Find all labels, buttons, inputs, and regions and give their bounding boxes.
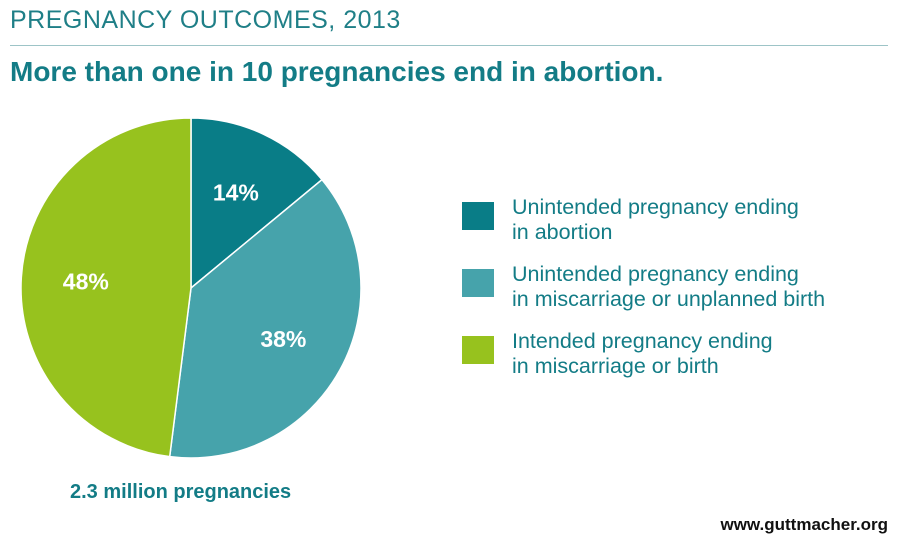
legend-item-abortion: Unintended pregnancy ending in abortion — [462, 195, 892, 262]
legend-item-intended: Intended pregnancy ending in miscarriage … — [462, 329, 892, 396]
legend-swatch — [462, 336, 494, 364]
header-divider — [10, 45, 888, 46]
pie-slice-abortion — [190, 117, 324, 290]
legend-swatch — [462, 202, 494, 230]
chart-kicker: PREGNANCY OUTCOMES, 2013 — [10, 6, 401, 34]
pie-data-label: 14% — [213, 180, 259, 206]
pie-data-label: 48% — [63, 268, 109, 294]
chart-headline: More than one in 10 pregnancies end in a… — [10, 56, 664, 87]
legend-item-unintended-birth: Unintended pregnancy ending in miscarriag… — [462, 262, 892, 329]
chart-legend: Unintended pregnancy ending in abortion U… — [462, 195, 892, 396]
legend-swatch — [462, 269, 494, 297]
pie-data-label: 38% — [260, 326, 306, 352]
pie-slice-intended — [20, 117, 192, 458]
legend-label: Unintended pregnancy ending in miscarriag… — [512, 262, 826, 311]
legend-label: Intended pregnancy ending in miscarriage … — [512, 329, 773, 378]
legend-label: Unintended pregnancy ending in abortion — [512, 195, 799, 244]
source-url[interactable]: www.guttmacher.org — [720, 515, 888, 534]
pie-slice-unintended-birth — [168, 178, 362, 459]
total-caption: 2.3 million pregnancies — [70, 481, 292, 503]
